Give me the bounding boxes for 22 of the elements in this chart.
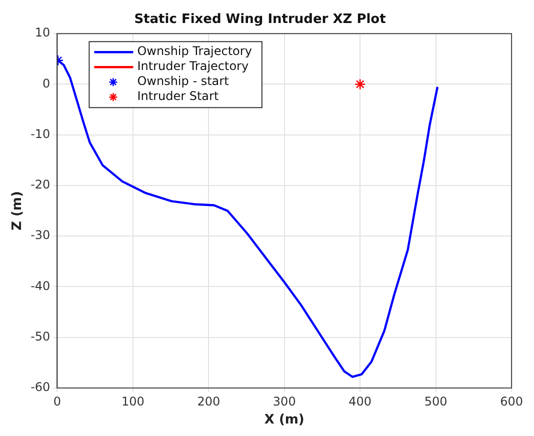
x-tick-label: 0 bbox=[53, 394, 62, 408]
y-tick-label: 10 bbox=[34, 26, 50, 40]
y-tick-label: -60 bbox=[30, 380, 50, 394]
y-tick-label: 0 bbox=[42, 76, 50, 90]
y-tick-label: -40 bbox=[30, 278, 50, 293]
x-tick-label: 500 bbox=[424, 394, 448, 408]
x-tick-label: 600 bbox=[500, 394, 523, 408]
x-axis-title: X (m) bbox=[264, 412, 304, 428]
y-axis-title: Z (m) bbox=[10, 191, 26, 230]
x-tick-label: 400 bbox=[348, 394, 372, 408]
y-tick-label: -30 bbox=[30, 228, 50, 242]
x-tick-label: 100 bbox=[121, 394, 144, 408]
legend-label: Intruder Trajectory bbox=[137, 59, 249, 74]
y-tick-label: -50 bbox=[30, 329, 50, 344]
chart-title: Static Fixed Wing Intruder XZ Plot bbox=[134, 12, 386, 28]
legend-label: Intruder Start bbox=[137, 89, 219, 104]
y-tick-label: -20 bbox=[30, 178, 50, 192]
legend-label: Ownship - start bbox=[137, 74, 230, 88]
y-tick-label: -10 bbox=[30, 126, 50, 141]
legend-label: Ownship Trajectory bbox=[137, 44, 252, 58]
x-tick-label: 300 bbox=[272, 394, 296, 408]
x-tick-label: 200 bbox=[197, 394, 220, 408]
